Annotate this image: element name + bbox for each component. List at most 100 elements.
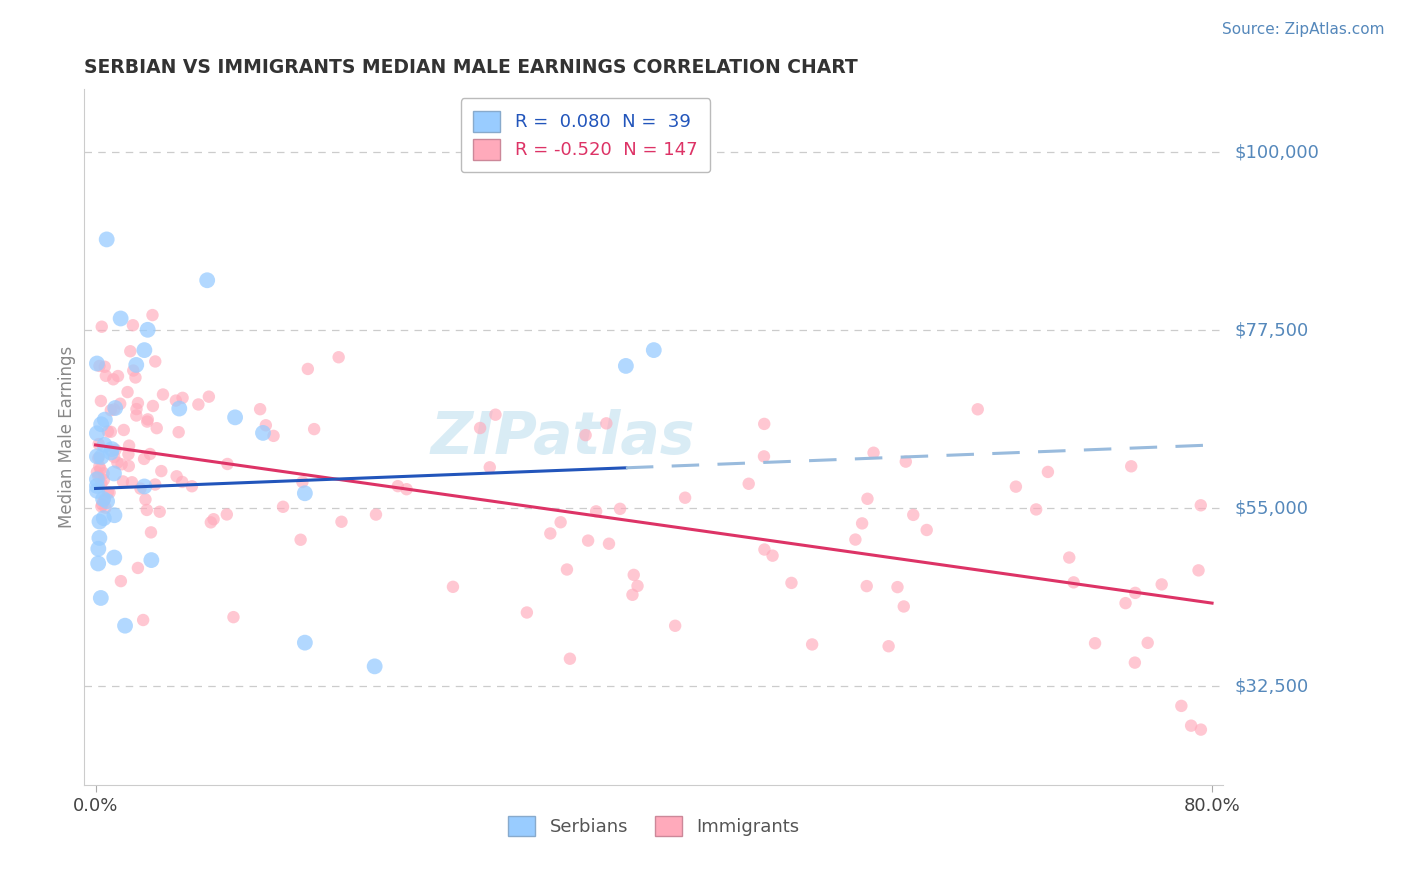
Point — [195, 273, 218, 287]
Point — [142, 399, 165, 413]
Point — [94, 492, 117, 507]
Point — [89, 359, 111, 373]
Point — [1084, 636, 1107, 650]
Point — [249, 402, 271, 417]
Point — [363, 659, 385, 673]
Y-axis label: Median Male Earnings: Median Male Earnings — [58, 346, 76, 528]
Point — [215, 508, 238, 522]
Point — [110, 311, 132, 326]
Point — [1150, 577, 1173, 591]
Point — [93, 473, 115, 487]
Point — [87, 557, 110, 571]
Point — [143, 354, 166, 368]
Point — [297, 362, 319, 376]
Point — [290, 533, 312, 547]
Text: $100,000: $100,000 — [1234, 144, 1319, 161]
Point — [91, 498, 114, 512]
Point — [87, 469, 110, 483]
Point — [1123, 586, 1146, 600]
Point — [1189, 723, 1212, 737]
Point — [141, 553, 163, 567]
Point — [104, 401, 127, 415]
Point — [127, 396, 149, 410]
Point — [1187, 563, 1209, 577]
Point — [224, 410, 246, 425]
Point — [598, 537, 620, 551]
Point — [108, 397, 131, 411]
Point — [90, 417, 112, 432]
Point — [643, 343, 665, 358]
Point — [94, 368, 117, 383]
Point — [271, 500, 294, 514]
Point — [86, 465, 108, 479]
Point — [90, 319, 112, 334]
Point — [93, 467, 115, 481]
Text: $32,500: $32,500 — [1234, 677, 1309, 695]
Point — [614, 359, 637, 373]
Point — [291, 475, 314, 489]
Point — [169, 401, 191, 416]
Point — [395, 482, 418, 496]
Text: ZIPatlas: ZIPatlas — [430, 409, 695, 466]
Point — [516, 606, 538, 620]
Point — [110, 574, 132, 588]
Point — [1057, 550, 1080, 565]
Point — [851, 516, 873, 531]
Point — [801, 637, 824, 651]
Point — [780, 575, 803, 590]
Point — [87, 541, 110, 556]
Point — [114, 618, 136, 632]
Legend: Serbians, Immigrants: Serbians, Immigrants — [499, 806, 808, 846]
Point — [555, 562, 578, 576]
Point — [100, 425, 122, 439]
Point — [894, 455, 917, 469]
Point — [111, 475, 134, 489]
Point — [621, 588, 644, 602]
Point — [752, 450, 775, 464]
Point — [754, 542, 776, 557]
Point — [1115, 596, 1137, 610]
Point — [222, 610, 245, 624]
Point — [893, 599, 915, 614]
Point — [93, 438, 115, 452]
Point — [90, 394, 112, 409]
Point — [93, 359, 115, 374]
Point — [93, 511, 115, 525]
Point — [623, 568, 645, 582]
Point — [585, 504, 607, 518]
Point — [886, 580, 908, 594]
Point — [165, 393, 187, 408]
Point — [166, 469, 188, 483]
Point — [254, 418, 277, 433]
Point — [105, 456, 128, 470]
Point — [263, 429, 285, 443]
Point — [1189, 498, 1212, 512]
Point — [107, 369, 129, 384]
Point — [626, 579, 648, 593]
Point — [187, 397, 209, 411]
Point — [844, 533, 866, 547]
Point — [915, 523, 938, 537]
Point — [136, 412, 159, 426]
Point — [143, 477, 166, 491]
Point — [125, 409, 148, 423]
Point — [198, 390, 221, 404]
Point — [135, 503, 157, 517]
Point — [90, 500, 112, 514]
Point — [294, 486, 316, 500]
Point — [94, 500, 117, 515]
Point — [86, 426, 108, 441]
Point — [754, 417, 776, 431]
Point — [132, 613, 155, 627]
Point — [89, 459, 111, 474]
Point — [364, 508, 387, 522]
Point — [122, 363, 145, 377]
Point — [103, 550, 125, 565]
Point — [609, 501, 631, 516]
Point — [575, 428, 598, 442]
Point — [1123, 656, 1146, 670]
Point — [94, 412, 117, 426]
Point — [91, 494, 114, 508]
Point — [1036, 465, 1059, 479]
Point — [103, 450, 125, 464]
